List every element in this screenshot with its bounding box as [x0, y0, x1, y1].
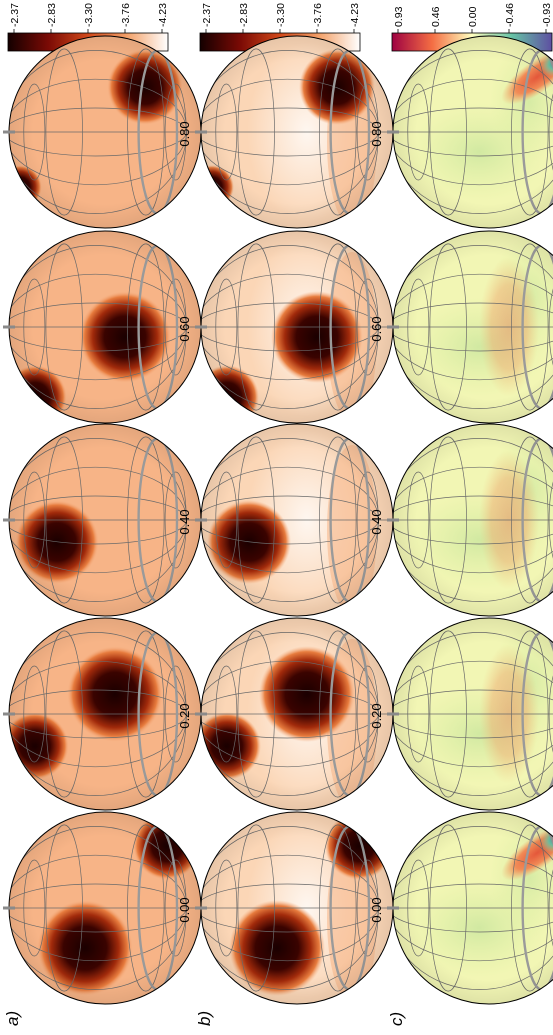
- sphere-b-phase-0.20: [195, 617, 394, 811]
- phase-label: 0.80: [177, 121, 192, 146]
- colorbar-tick-label: -2.37: [9, 3, 21, 27]
- sphere-b-phase-0.60: [195, 230, 394, 424]
- sphere-a-phase-0.60: [3, 230, 202, 424]
- colorbar-tick-label: -4.23: [349, 3, 361, 27]
- colorbar-tick-label: -3.76: [312, 3, 324, 27]
- phase-label: 0.00: [177, 897, 192, 922]
- phase-label: 0.60: [177, 316, 192, 341]
- sphere-b-phase-0.40: [195, 423, 394, 617]
- phase-label: 0.40: [369, 509, 384, 534]
- row-label-a: a): [3, 1011, 22, 1026]
- sphere-b-phase-0.00: [195, 811, 394, 1005]
- colorbar-tick-label: -3.30: [275, 3, 287, 27]
- phase-label: 0.00: [369, 897, 384, 922]
- sphere-a-phase-0.00: [3, 811, 202, 1005]
- row-label-b: b): [195, 1011, 214, 1026]
- phase-label: 0.80: [369, 121, 384, 146]
- colorbar-tick-label: -0.46: [504, 3, 516, 27]
- colorbar-tick-label: -2.83: [46, 3, 58, 27]
- colorbar-tick-label: -3.30: [83, 3, 95, 27]
- colorbar-tick-label: -0.93: [541, 3, 553, 27]
- phase-label: 0.60: [369, 316, 384, 341]
- colorbar-tick-label: -3.76: [120, 3, 132, 27]
- sphere-a-phase-0.20: [3, 617, 202, 811]
- colorbar-tick-label: -4.23: [157, 3, 169, 27]
- colorbar-tick-label: -2.83: [238, 3, 250, 27]
- colorbar-tick-label: 0.46: [430, 6, 442, 27]
- colorbar-tick-label: 0.00: [467, 6, 479, 27]
- sphere-c-phase-0.20: [387, 617, 553, 811]
- colorbar-tick-label: -2.37: [201, 3, 213, 27]
- sphere-b-phase-0.80: [195, 35, 394, 229]
- phase-label: 0.40: [177, 509, 192, 534]
- colorbar-tick-label: 0.93: [393, 6, 405, 27]
- sphere-a-phase-0.40: [3, 423, 202, 617]
- starspot: [201, 600, 227, 616]
- starspot: [9, 600, 35, 616]
- row-label-c: c): [387, 1012, 406, 1026]
- sphere-a-phase-0.80: [3, 35, 202, 229]
- sphere-c-phase-0.00: [387, 811, 553, 1005]
- phase-label: 0.20: [177, 703, 192, 728]
- sphere-c-phase-0.80: [387, 35, 553, 229]
- phase-label: 0.20: [369, 703, 384, 728]
- sphere-c-phase-0.40: [387, 423, 553, 617]
- sphere-c-phase-0.60: [387, 230, 553, 424]
